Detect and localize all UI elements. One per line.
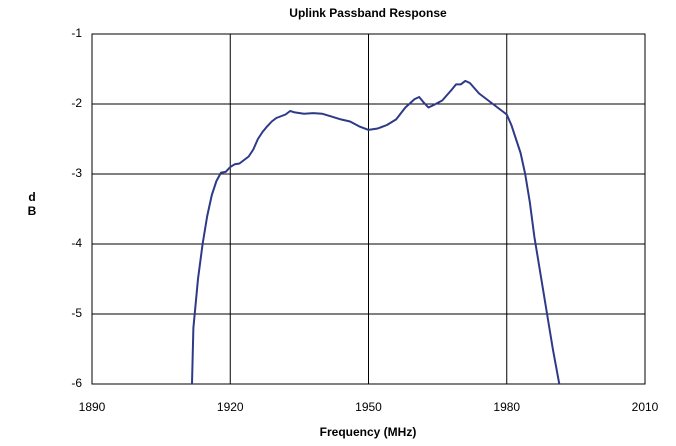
y-tick-label: -5 <box>71 306 82 320</box>
y-tick-label: -3 <box>71 166 82 180</box>
x-tick-label: 1950 <box>355 400 382 414</box>
y-axis-label: dB <box>25 190 39 218</box>
x-tick-label: 1920 <box>217 400 244 414</box>
chart-title: Uplink Passband Response <box>289 6 447 20</box>
y-tick-label: -1 <box>71 26 82 40</box>
x-tick-label: 2010 <box>632 400 659 414</box>
y-tick-label: -2 <box>71 96 82 110</box>
y-tick-label: -4 <box>71 236 82 250</box>
x-axis-label: Frequency (MHz) <box>320 425 417 439</box>
y-tick-label: -6 <box>71 376 82 390</box>
x-tick-label: 1980 <box>493 400 520 414</box>
plot-border <box>91 33 646 385</box>
line <box>191 79 561 385</box>
x-tick-label: 1890 <box>79 400 106 414</box>
